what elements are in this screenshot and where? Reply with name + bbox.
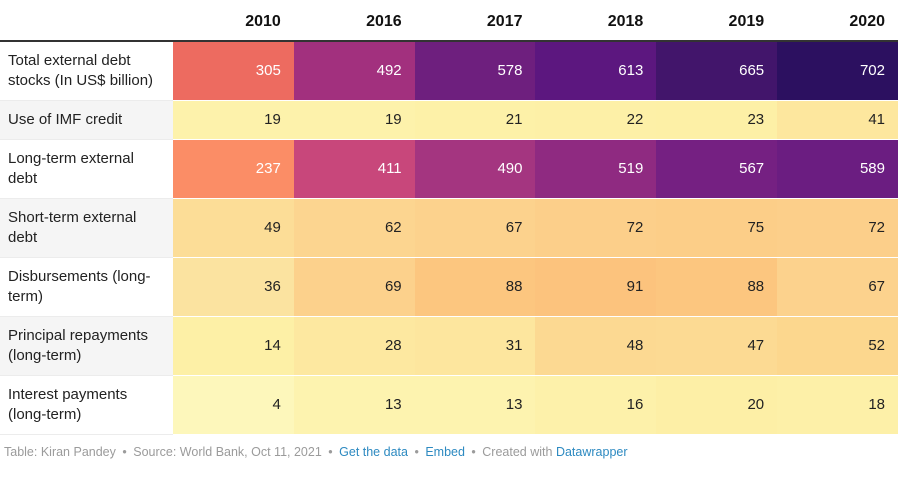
- table-row: Use of IMF credit 19 19 21 22 23 41: [0, 101, 898, 140]
- get-data-link[interactable]: Get the data: [339, 445, 408, 459]
- column-header-2019: 2019: [656, 0, 778, 42]
- heatmap-cell: 305: [173, 42, 294, 101]
- heatmap-cell: 18: [777, 376, 898, 435]
- heatmap-cell: 19: [173, 101, 294, 140]
- heatmap-cell: 578: [414, 42, 536, 101]
- column-header-2018: 2018: [535, 0, 657, 42]
- row-label: Principal repayments (long-term): [0, 317, 173, 376]
- table-row: Long-term external debt 237 411 490 519 567 58…: [0, 140, 898, 199]
- heatmap-cell: 13: [293, 376, 415, 435]
- footer: Table: Kiran Pandey • Source: World Bank…: [0, 435, 898, 459]
- source-credit: Source: World Bank, Oct 11, 2021: [133, 445, 322, 459]
- heatmap-cell: 31: [414, 317, 536, 376]
- header-row: 2010 2016 2017 2018 2019 2020: [0, 0, 898, 42]
- created-with-text: Created with: [482, 445, 553, 459]
- heatmap-cell: 36: [173, 258, 294, 317]
- heatmap-cell: 567: [656, 140, 778, 199]
- heatmap-cell: 28: [293, 317, 415, 376]
- corner-cell: [0, 0, 173, 42]
- table-body: Total external debt stocks (In US$ billi…: [0, 42, 898, 435]
- heatmap-cell: 16: [535, 376, 657, 435]
- heatmap-cell: 19: [293, 101, 415, 140]
- table-row: Principal repayments (long-term) 14 28 31 48…: [0, 317, 898, 376]
- heatmap-cell: 519: [535, 140, 657, 199]
- heatmap-cell: 91: [535, 258, 657, 317]
- datawrapper-link[interactable]: Datawrapper: [555, 445, 628, 459]
- heatmap-cell: 72: [535, 199, 657, 258]
- heatmap-cell: 67: [414, 199, 536, 258]
- heatmap-cell: 72: [777, 199, 898, 258]
- row-label: Short-term external debt: [0, 199, 173, 258]
- row-label: Use of IMF credit: [0, 101, 173, 140]
- heatmap-cell: 52: [777, 317, 898, 376]
- heatmap-cell: 49: [173, 199, 294, 258]
- heatmap-cell: 22: [535, 101, 657, 140]
- bullet-separator: •: [414, 445, 419, 459]
- heatmap-cell: 69: [293, 258, 415, 317]
- heatmap-cell: 4: [173, 376, 294, 435]
- table-row: Interest payments (long-term) 4 13 13 16 20 18: [0, 376, 898, 435]
- row-label: Long-term external debt: [0, 140, 173, 199]
- table-row: Disbursements (long-term) 36 69 88 91 88 67: [0, 258, 898, 317]
- heatmap-cell: 589: [777, 140, 898, 199]
- heatmap-cell: 702: [777, 42, 898, 101]
- row-label: Total external debt stocks (In US$ billi…: [0, 42, 173, 101]
- column-header-2017: 2017: [414, 0, 536, 42]
- heatmap-cell: 48: [535, 317, 657, 376]
- heatmap-cell: 492: [293, 42, 415, 101]
- table-row: Total external debt stocks (In US$ billi…: [0, 42, 898, 101]
- heatmap-cell: 14: [173, 317, 294, 376]
- heatmap-cell: 62: [293, 199, 415, 258]
- heatmap-cell: 490: [414, 140, 536, 199]
- heatmap-cell: 665: [656, 42, 778, 101]
- bullet-separator: •: [471, 445, 476, 459]
- heatmap-cell: 613: [535, 42, 657, 101]
- bullet-separator: •: [122, 445, 127, 459]
- column-header-2010: 2010: [173, 0, 294, 42]
- column-header-2016: 2016: [293, 0, 415, 42]
- heatmap-cell: 13: [414, 376, 536, 435]
- heatmap-cell: 411: [293, 140, 415, 199]
- heatmap-cell: 88: [656, 258, 778, 317]
- heatmap-cell: 237: [173, 140, 294, 199]
- bullet-separator: •: [328, 445, 333, 459]
- embed-link[interactable]: Embed: [425, 445, 465, 459]
- heatmap-cell: 20: [656, 376, 778, 435]
- row-label: Interest payments (long-term): [0, 376, 173, 435]
- heatmap-cell: 67: [777, 258, 898, 317]
- heatmap-cell: 41: [777, 101, 898, 140]
- row-label: Disbursements (long-term): [0, 258, 173, 317]
- table-row: Short-term external debt 49 62 67 72 75 72: [0, 199, 898, 258]
- heatmap-cell: 47: [656, 317, 778, 376]
- heatmap-cell: 23: [656, 101, 778, 140]
- heatmap-cell: 75: [656, 199, 778, 258]
- heatmap-cell: 88: [414, 258, 536, 317]
- debt-heatmap-table: 2010 2016 2017 2018 2019 2020 Total external …: [0, 0, 898, 435]
- column-header-2020: 2020: [777, 0, 898, 42]
- table-credit: Table: Kiran Pandey: [4, 445, 116, 459]
- heatmap-cell: 21: [414, 101, 536, 140]
